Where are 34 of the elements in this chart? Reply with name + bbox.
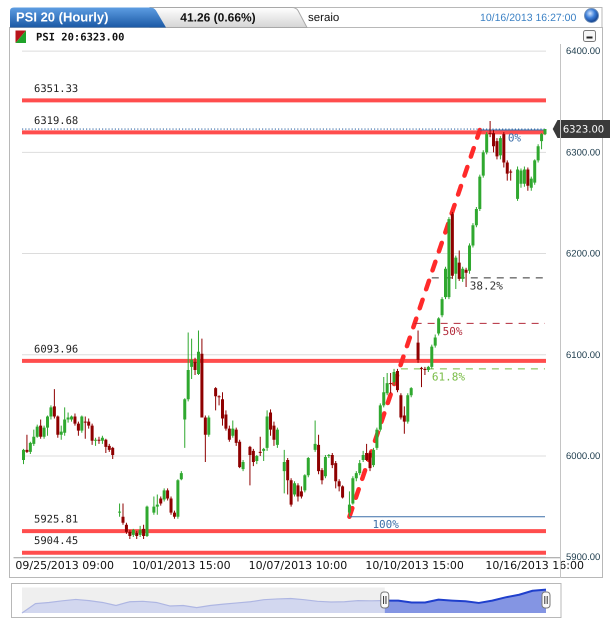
y-tick-label: 6000.00	[566, 451, 600, 462]
series-label: 38.2%	[470, 279, 504, 292]
ref-line-label: 6323.00	[562, 124, 604, 136]
text: 10/16/2013 16:27:00	[480, 12, 576, 24]
ref-line-label: 5904.45	[34, 535, 78, 548]
x-tick-label: 10/10/2013 15:00	[365, 559, 464, 572]
y-tick-label: 6300.00	[566, 147, 600, 158]
series-label: 100%	[372, 518, 400, 532]
y-tick-label: 6400.00	[566, 46, 600, 58]
chart-subtitle: PSI 20:6323.00	[36, 32, 125, 44]
ref-line-label: 6093.96	[34, 343, 78, 356]
y-tick-label: 6200.00	[566, 248, 600, 260]
series-label: 50%	[442, 324, 463, 338]
candlestick	[25, 434, 28, 453]
candlestick	[97, 436, 100, 444]
ref-line-label: 5925.81	[34, 514, 78, 526]
candlestick	[420, 366, 423, 388]
y-tick-label: 6100.00	[566, 350, 600, 361]
chart-title: PSI 20 (Hourly)	[16, 10, 108, 24]
x-tick-label: 10/01/2013 15:00	[132, 559, 231, 572]
series-label: 61.8%	[432, 370, 466, 384]
candlestick	[156, 494, 159, 515]
ref-line-label: 6351.33	[34, 82, 78, 95]
ref-line-label: 6319.68	[34, 114, 78, 127]
text: 41.26 (0.66%)	[180, 10, 256, 24]
x-tick-label: 10/07/2013 10:00	[248, 559, 348, 572]
series-label: 0%	[508, 132, 522, 145]
candlestick	[389, 372, 392, 394]
candlestick	[464, 268, 468, 287]
candlestick	[84, 416, 87, 439]
text: seraio	[308, 12, 340, 24]
candlestick	[258, 436, 262, 456]
x-tick-label: 09/25/2013 09:00	[15, 559, 114, 572]
candlestick	[118, 504, 122, 517]
